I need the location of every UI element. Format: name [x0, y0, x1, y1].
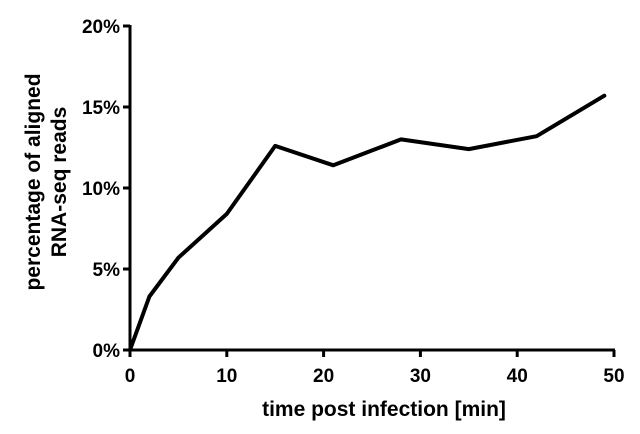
x-axis-title: time post infection [min] [262, 398, 506, 421]
series-line [128, 93, 607, 352]
y-tick-label: 20% [82, 17, 120, 38]
series-layer [128, 93, 607, 352]
x-tick-label: 30 [410, 366, 431, 387]
y-tick-label: 0% [93, 341, 121, 362]
y-axis-title-line-2: RNA-seq reads [48, 107, 71, 258]
x-tick-label: 0 [125, 366, 136, 387]
y-axis-title-line-1: percentage of aligned [22, 73, 45, 290]
y-tick-label: 5% [93, 260, 121, 281]
x-ticks: 0 10 20 30 40 50 [125, 350, 625, 387]
y-ticks: 0% 5% 10% 15% 20% [82, 17, 130, 362]
y-tick-label: 15% [82, 98, 120, 119]
x-tick-label: 10 [216, 366, 237, 387]
x-tick-label: 40 [507, 366, 528, 387]
x-tick-label: 50 [603, 366, 624, 387]
y-tick-label: 10% [82, 179, 120, 200]
axes [128, 25, 615, 352]
x-tick-label: 20 [313, 366, 334, 387]
